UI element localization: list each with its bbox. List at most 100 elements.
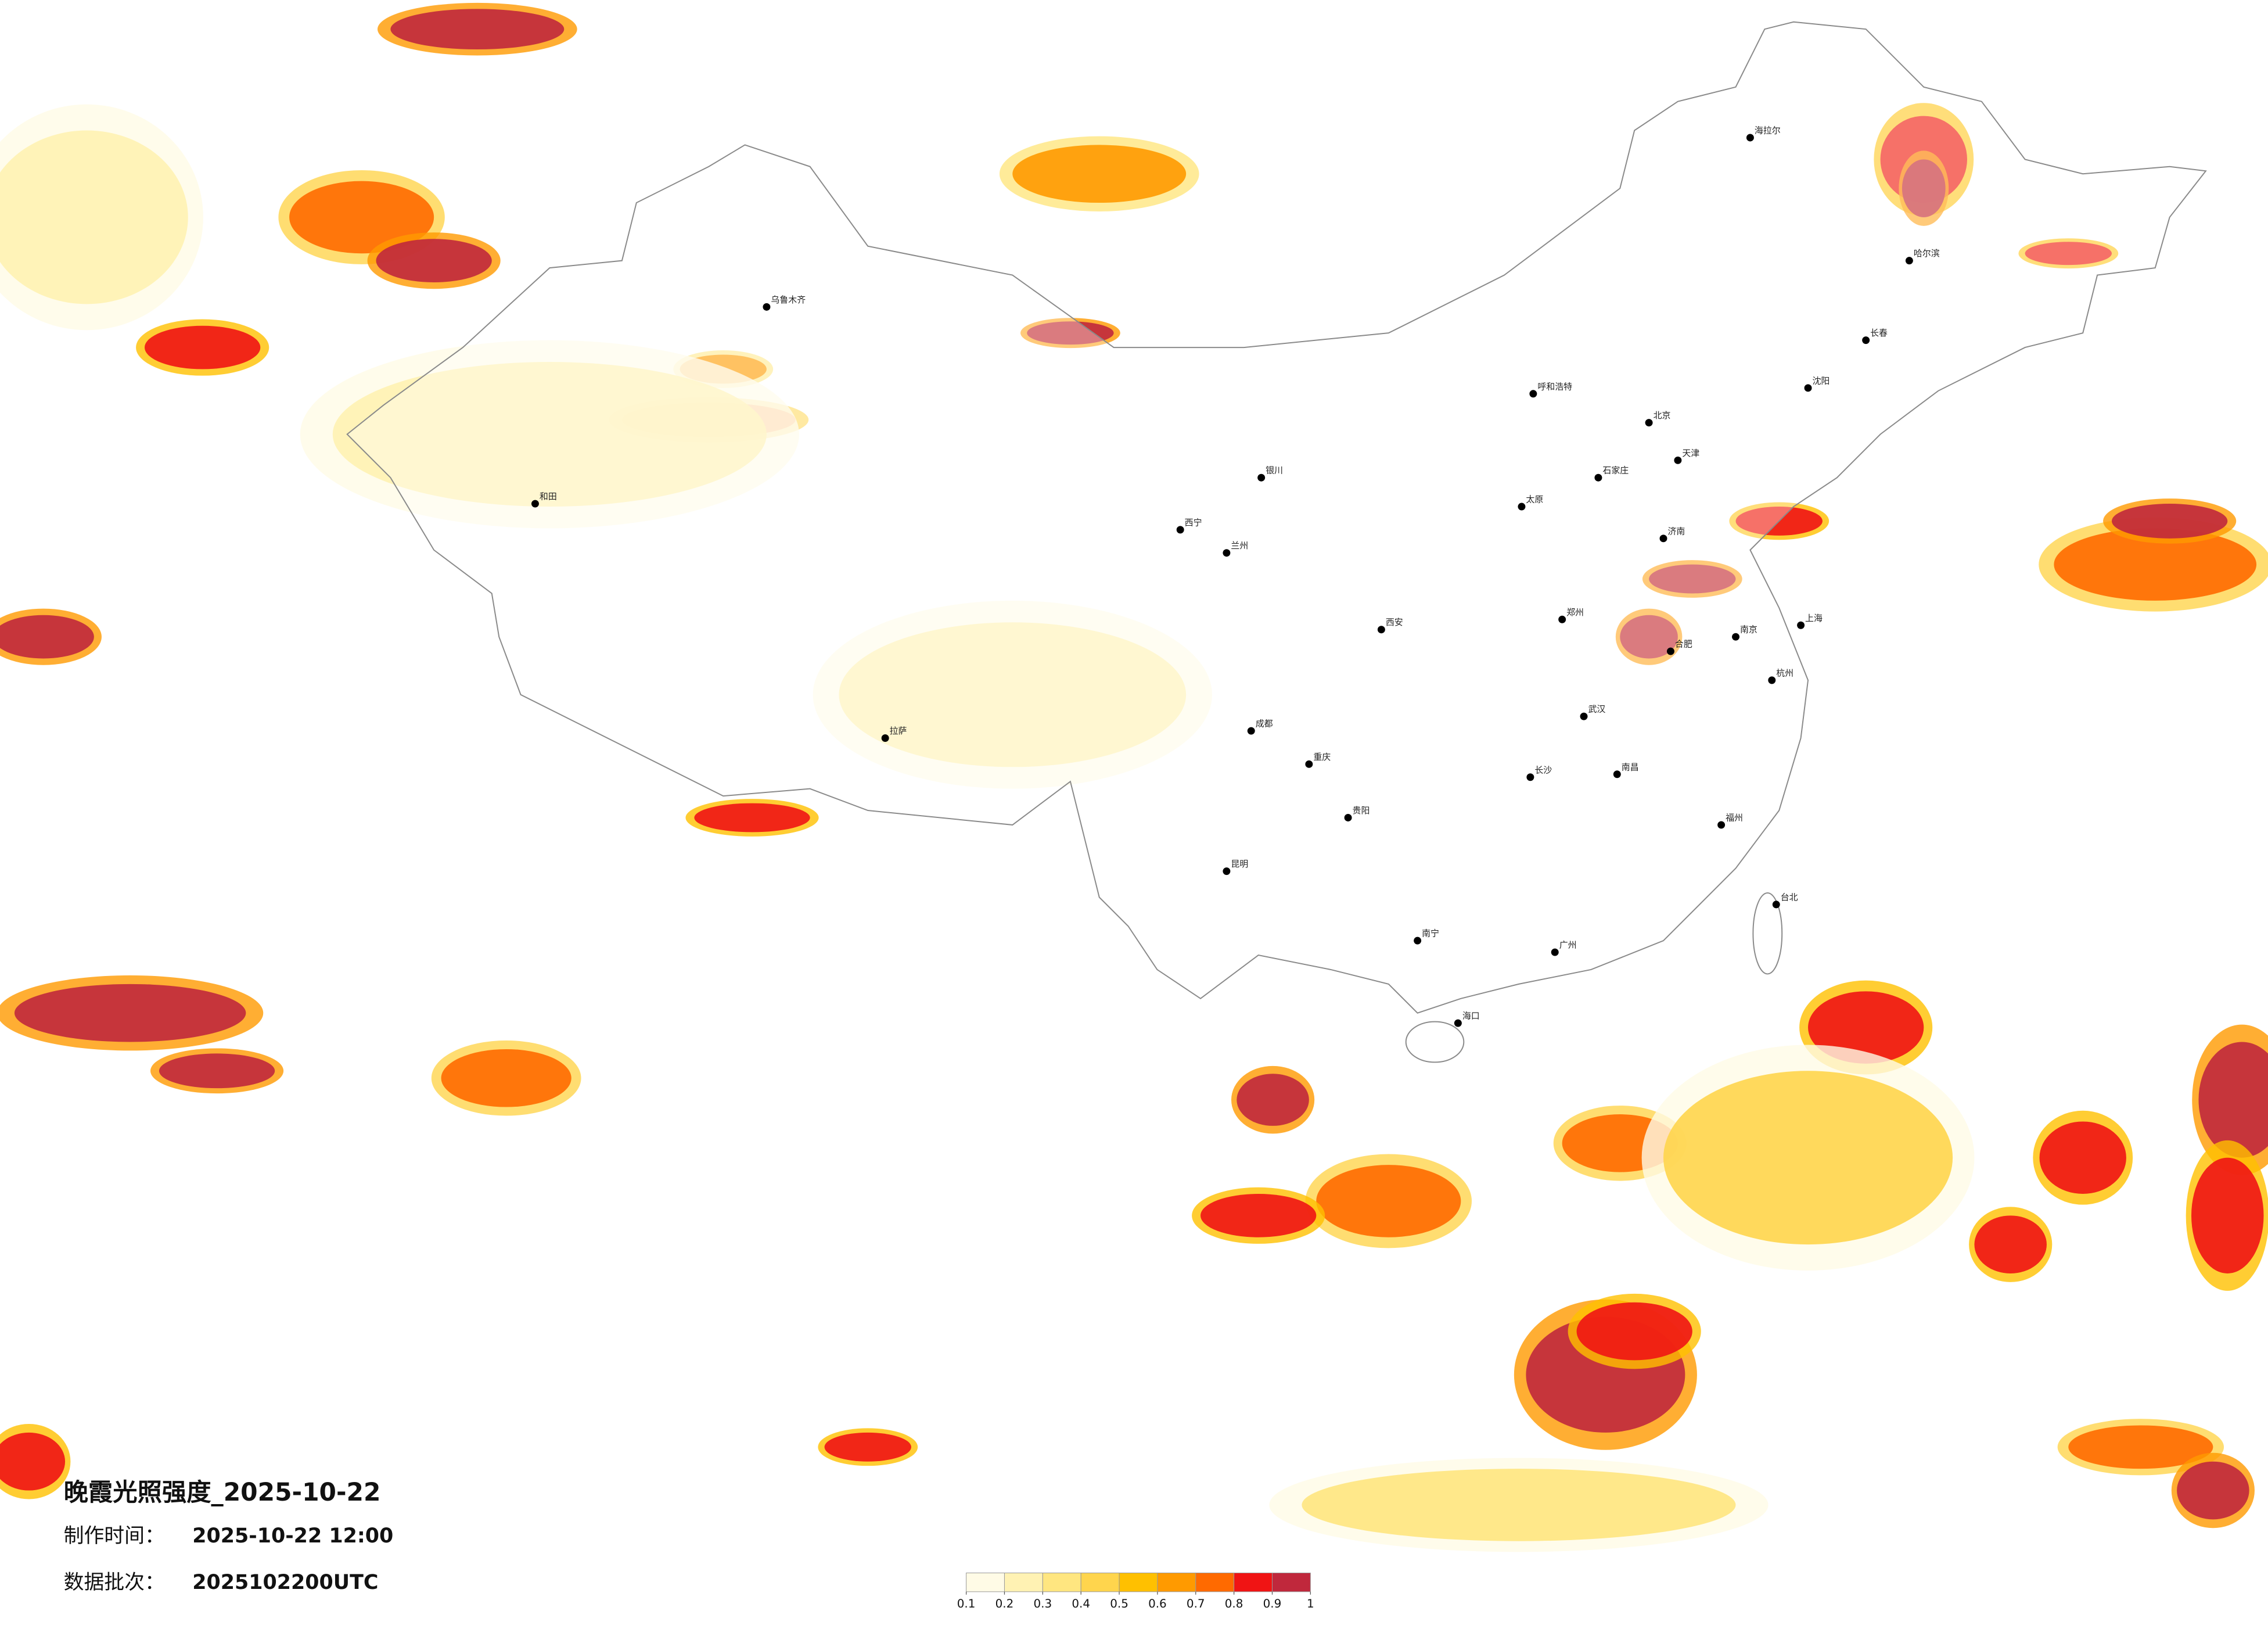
colorbar-tick-label: 1 [1307,1597,1314,1610]
colorbar-tick-label: 0.4 [1072,1597,1090,1610]
city-label: 沈阳 [1813,375,1830,386]
city-label: 乌鲁木齐 [771,295,806,305]
colorbar-tick-label: 0.1 [957,1597,976,1610]
colorbar-tick-label: 0.6 [1148,1597,1167,1610]
intensity-patch [0,1432,66,1491]
city-dot [1732,633,1739,641]
colorbar-tick-label: 0.2 [995,1597,1014,1610]
intensity-patch [14,984,246,1042]
city-label: 济南 [1667,526,1685,536]
city-label: 福州 [1726,812,1743,823]
colorbar-swatch [1157,1572,1196,1592]
intensity-patch [145,325,261,369]
colorbar: 0.1 0.2 0.3 0.4 0.5 0.6 0.7 0.8 0.9 1 [957,1572,1314,1610]
city-label: 南昌 [1622,762,1639,772]
intensity-patch [2039,1121,2126,1194]
city-label: 贵阳 [1353,805,1370,816]
intensity-patch [1663,1071,1953,1245]
colorbar-tick-label: 0.3 [1033,1597,1052,1610]
intensity-patch [1649,564,1736,594]
city-label: 拉萨 [890,726,907,736]
city-label: 合肥 [1675,639,1692,650]
city-label: 海口 [1462,1011,1480,1021]
map-title: 晚霞光照强度_2025-10-22 [64,1478,381,1506]
city-dot [1613,770,1621,778]
city-dot [1717,821,1726,829]
city-dot [763,303,771,311]
city-label: 哈尔滨 [1914,248,1940,259]
intensity-patch [376,239,492,283]
city-dot [1594,473,1602,482]
colorbar-tick-label: 0.8 [1225,1597,1243,1610]
city-dot [1454,1019,1462,1027]
intensity-patch [390,9,565,50]
intensity-patch [1576,1302,1692,1361]
intensity-patch [2177,1461,2249,1520]
city-dot [1176,526,1184,534]
country-outline [346,21,2207,1014]
city-label: 和田 [540,491,557,502]
city-label: 长沙 [1534,765,1552,775]
city-dot [1666,647,1674,655]
city-label: 南京 [1740,625,1757,635]
city-dot [531,500,539,508]
intensity-patch [2191,1157,2264,1273]
city-dot [1377,626,1385,634]
intensity-patch [159,1053,275,1089]
intensity-patch [1316,1165,1461,1237]
city-label: 广州 [1559,940,1577,950]
colorbar-swatch [966,1572,1005,1592]
colorbar-swatch [1080,1572,1120,1592]
island-outline [1752,892,1783,975]
city-dot [1659,534,1667,543]
intensity-patch [0,130,188,304]
city-dot [1526,773,1534,781]
city-label: 西宁 [1185,517,1202,528]
city-label: 长春 [1870,328,1888,338]
city-label: 郑州 [1566,607,1584,618]
city-label: 天津 [1682,448,1699,458]
city-dot [1905,257,1913,265]
colorbar-tick-label: 0.9 [1263,1597,1282,1610]
colorbar-tick-label: 0.5 [1110,1597,1128,1610]
city-label: 北京 [1654,410,1671,421]
info-label: 数据批次： [64,1571,165,1594]
city-dot [1645,419,1653,427]
intensity-patch [2025,242,2112,265]
intensity-patch [0,615,94,659]
city-label: 成都 [1256,719,1273,729]
info-value: 2025-10-22 12:00 [192,1524,393,1548]
intensity-patch [2068,1425,2213,1469]
intensity-patch [2198,1042,2268,1158]
city-label: 兰州 [1231,540,1248,551]
city-dot [1797,621,1805,629]
city-dot [1804,384,1812,392]
city-dot [1529,390,1537,398]
city-dot [1768,676,1776,684]
intensity-patch [1620,615,1678,659]
intensity-patch [694,803,810,833]
city-label: 西安 [1386,617,1403,627]
intensity-patch [1012,145,1187,203]
city-dot [1344,813,1352,821]
city-dot [1580,712,1588,720]
intensity-patch [839,622,1187,767]
city-label: 呼和浩特 [1537,381,1572,392]
city-dot [1247,727,1255,735]
city-dot [881,734,889,742]
city-label: 杭州 [1776,668,1793,678]
city-dot [1772,900,1780,909]
intensity-patch [332,361,767,507]
city-label: 银川 [1266,465,1283,476]
city-dot [1862,336,1870,345]
intensity-patch [824,1432,911,1462]
city-label: 南宁 [1422,928,1439,939]
info-label: 制作时间： [64,1524,165,1548]
intensity-patch [1974,1215,2047,1273]
colorbar-swatch [1234,1572,1273,1592]
intensity-patch [1201,1193,1317,1237]
intensity-patch [1302,1469,1736,1541]
intensity-patch [1808,991,1924,1064]
